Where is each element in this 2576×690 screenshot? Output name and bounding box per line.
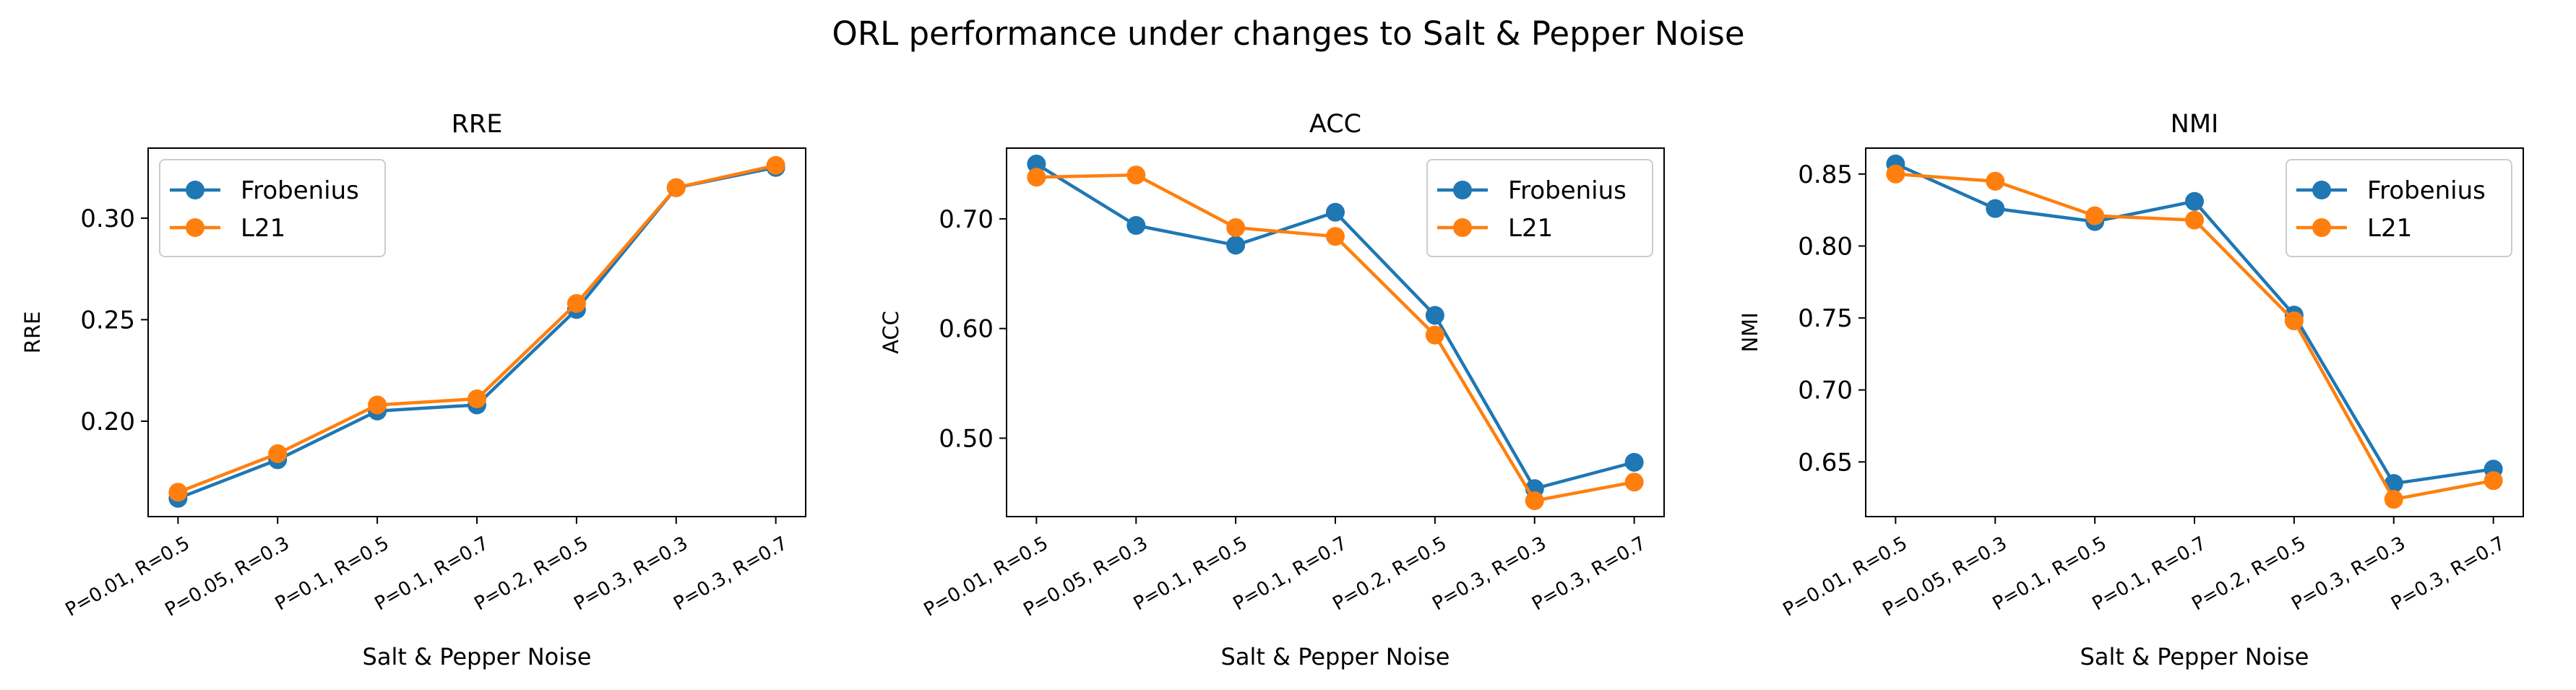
x-axis-label-nmi: Salt & Pepper Noise [2080, 643, 2309, 670]
data-point-l21-rre [168, 483, 188, 502]
data-point-l21-rre [666, 178, 686, 197]
data-point-l21-acc [1326, 227, 1345, 246]
y-axis-label-nmi: NMI [1738, 312, 1762, 352]
data-point-frobenius-acc [1027, 155, 1046, 174]
legend-box-nmi [2286, 159, 2512, 257]
legend-marker-l21-rre [186, 218, 204, 237]
legend-label-l21-rre: L21 [241, 214, 285, 243]
y-tick-label-nmi: 0.80 [1798, 232, 1853, 261]
subplot-title-nmi: NMI [2171, 110, 2219, 139]
legend-label-frobenius-acc: Frobenius [1508, 176, 1627, 205]
y-tick-label-acc: 0.50 [939, 424, 994, 453]
legend-label-l21-acc: L21 [1508, 214, 1553, 243]
y-tick-label-acc: 0.60 [939, 315, 994, 344]
legend-box-rre [159, 159, 386, 257]
subplot-title-acc: ACC [1309, 110, 1361, 139]
data-point-l21-acc [1425, 325, 1444, 345]
data-point-l21-rre [567, 293, 586, 313]
legend-label-frobenius-rre: Frobenius [241, 176, 359, 205]
y-tick-label-acc: 0.70 [939, 205, 994, 234]
data-point-frobenius-nmi [1986, 199, 2005, 218]
data-point-l21-nmi [2484, 471, 2503, 491]
data-point-l21-rre [368, 395, 387, 415]
data-point-frobenius-acc [1326, 202, 1345, 222]
data-point-l21-acc [1624, 473, 1644, 492]
legend-label-l21-nmi: L21 [2367, 214, 2412, 243]
subplot-title-rre: RRE [452, 110, 503, 139]
y-tick-label-nmi: 0.65 [1798, 448, 1853, 477]
data-point-l21-acc [1027, 168, 1046, 187]
data-point-frobenius-acc [1127, 216, 1146, 236]
y-tick-label-nmi: 0.75 [1798, 304, 1853, 333]
data-point-l21-nmi [1986, 171, 2005, 191]
legend-label-frobenius-nmi: Frobenius [2367, 176, 2486, 205]
data-point-l21-rre [468, 389, 486, 409]
legend-marker-frobenius-nmi [2312, 181, 2331, 199]
data-point-frobenius-nmi [2185, 191, 2204, 211]
data-point-l21-nmi [2185, 210, 2204, 230]
legend-rre: Frobenius L21 [159, 159, 386, 257]
y-tick-label-rre: 0.20 [80, 407, 135, 436]
legend-acc: Frobenius L21 [1426, 159, 1653, 257]
legend-marker-l21-nmi [2312, 218, 2331, 237]
data-point-l21-acc [1127, 165, 1146, 185]
figure-title: ORL performance under changes to Salt & … [832, 14, 1744, 53]
data-point-frobenius-acc [1226, 236, 1246, 255]
data-point-l21-rre [766, 155, 785, 175]
data-point-l21-nmi [2384, 490, 2403, 509]
data-point-l21-nmi [2284, 311, 2304, 331]
legend-marker-frobenius-rre [186, 181, 204, 199]
data-point-frobenius-acc [1624, 452, 1644, 472]
legend-nmi: Frobenius L21 [2286, 159, 2512, 257]
legend-marker-l21-acc [1453, 218, 1472, 237]
data-point-l21-nmi [1886, 164, 1905, 184]
y-tick-label-rre: 0.30 [80, 204, 135, 233]
legend-box-acc [1426, 159, 1653, 257]
data-point-l21-rre [268, 444, 288, 463]
y-tick-label-rre: 0.25 [80, 306, 135, 335]
x-axis-label-acc: Salt & Pepper Noise [1221, 643, 1450, 670]
data-point-frobenius-acc [1425, 306, 1444, 325]
y-axis-label-rre: RRE [20, 311, 45, 354]
y-tick-label-nmi: 0.85 [1798, 160, 1853, 189]
data-point-l21-nmi [2085, 206, 2105, 225]
data-point-l21-acc [1525, 491, 1544, 510]
data-point-l21-acc [1226, 218, 1246, 238]
y-tick-label-nmi: 0.70 [1798, 376, 1853, 405]
legend-marker-frobenius-acc [1453, 181, 1472, 199]
y-axis-label-acc: ACC [879, 311, 903, 354]
x-axis-label-rre: Salt & Pepper Noise [363, 643, 592, 670]
